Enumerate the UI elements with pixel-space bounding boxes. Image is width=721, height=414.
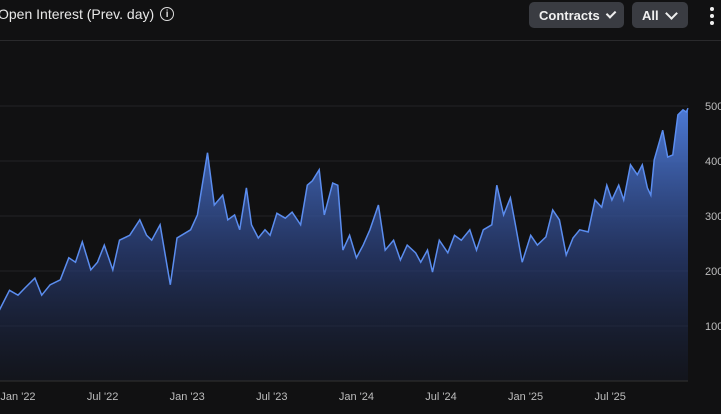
range-select-button[interactable]: All — [632, 2, 688, 28]
x-tick-label: Jul '22 — [87, 391, 118, 403]
y-tick-label: 400 — [705, 156, 721, 168]
range-select-label: All — [642, 7, 659, 23]
y-tick-label: 300 — [705, 211, 721, 223]
header-divider — [0, 40, 721, 41]
x-tick-label: Jul '25 — [594, 391, 625, 403]
x-tick-label: Jan '22 — [0, 391, 35, 403]
chart-title-text: Open Interest (Prev. day) — [0, 6, 155, 22]
area-fill — [0, 108, 688, 381]
x-tick-label: Jul '24 — [425, 391, 456, 403]
x-tick-label: Jan '25 — [508, 391, 543, 403]
info-icon[interactable]: i — [160, 7, 175, 21]
chart-title: Open Interest (Prev. day) i — [0, 6, 175, 22]
y-tick-label: 200 — [705, 266, 721, 278]
x-tick-label: Jul '23 — [256, 391, 287, 403]
x-tick-label: Jan '23 — [170, 391, 205, 403]
unit-select-button[interactable]: Contracts — [529, 2, 624, 28]
y-tick-label: 100 — [705, 321, 721, 333]
x-tick-label: Jan '24 — [339, 391, 374, 403]
unit-select-label: Contracts — [539, 7, 600, 23]
y-tick-label: 500 — [705, 101, 721, 113]
series-line — [0, 107, 689, 311]
kebab-menu-icon[interactable] — [710, 7, 714, 25]
